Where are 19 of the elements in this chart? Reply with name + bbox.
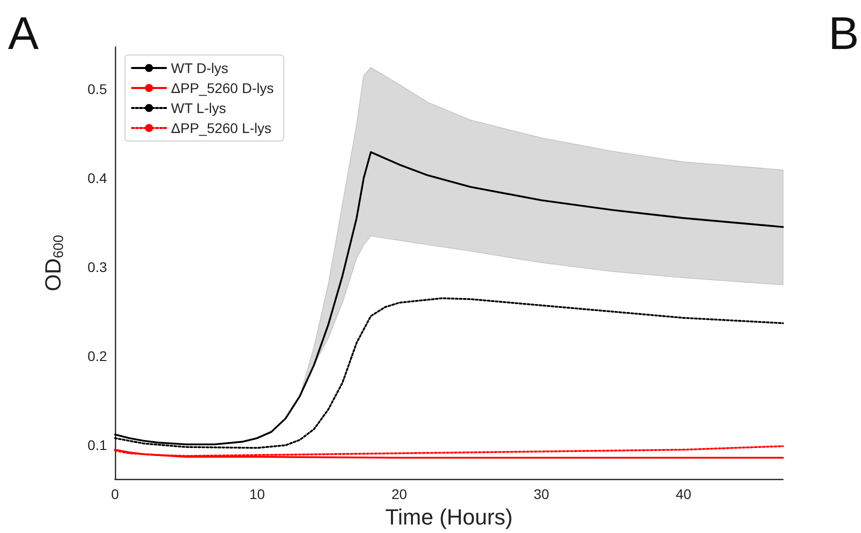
y-axis-title: OD600 bbox=[40, 234, 66, 292]
x-tick-label: 10 bbox=[249, 486, 266, 502]
y-tick-label: 0.1 bbox=[88, 437, 108, 454]
text: A bbox=[8, 7, 39, 59]
legend-label: ΔPP_5260 L-lys bbox=[171, 120, 272, 136]
line-series bbox=[114, 151, 784, 446]
y-tick-label: 0.4 bbox=[88, 170, 108, 186]
x-tick-label: 30 bbox=[534, 486, 550, 502]
y-tick-label: 0.5 bbox=[88, 80, 108, 97]
legend-label: WT D-lys bbox=[171, 60, 228, 76]
y-tick-label: 0.3 bbox=[88, 259, 108, 276]
x-tick-label: 40 bbox=[676, 486, 692, 502]
legend-label: WT L-lys bbox=[171, 100, 226, 116]
text: B bbox=[828, 7, 860, 59]
x-tick-label: 20 bbox=[391, 486, 408, 502]
x-axis-title: Time (Hours) bbox=[385, 504, 513, 530]
y-tick-label: 0.2 bbox=[88, 348, 108, 364]
x-tick-label: 0 bbox=[111, 486, 120, 502]
legend-label: ΔPP_5260 D-lys bbox=[171, 80, 274, 96]
